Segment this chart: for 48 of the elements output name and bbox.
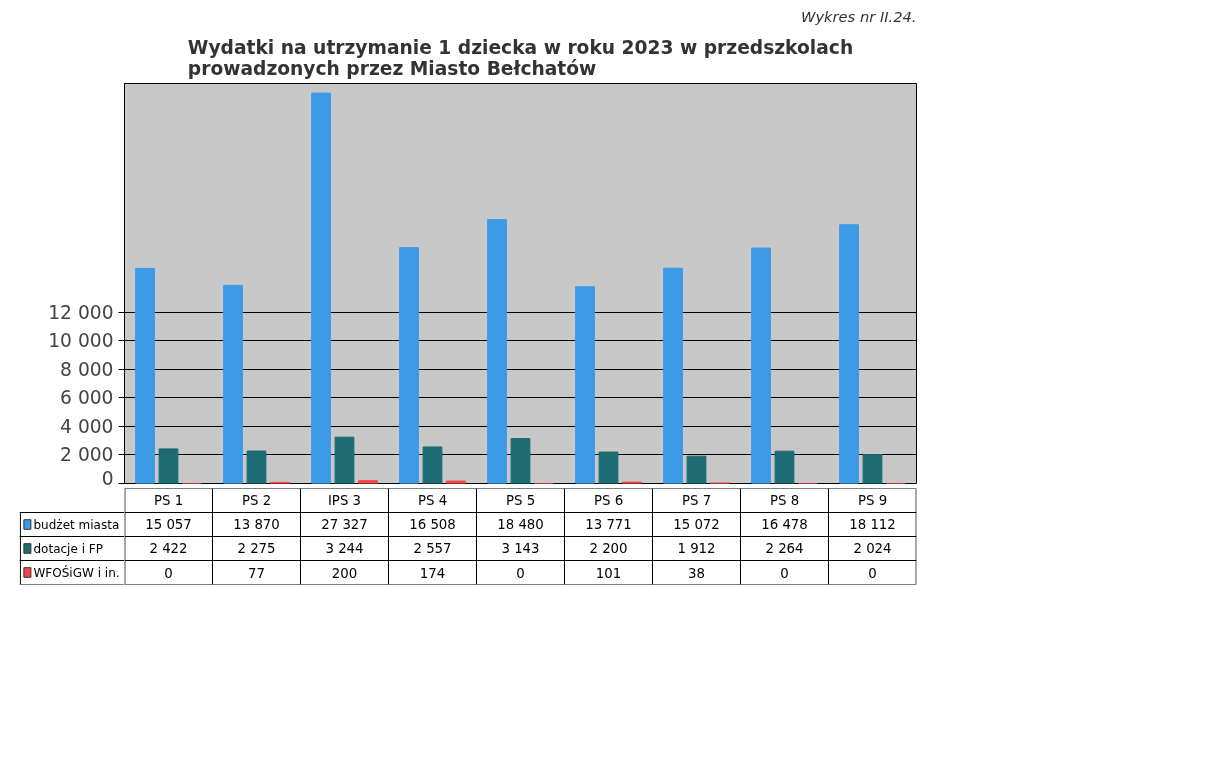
text: Wykres nr II.24.: [800, 7, 917, 25]
data-label: 101: [595, 565, 622, 581]
data-label: 0: [516, 565, 525, 581]
x-tick-label: PS 6: [593, 493, 624, 508]
legend-label: dotacje i FP: [33, 541, 103, 556]
data-label: 15 072: [673, 517, 720, 532]
y-tick-label: 10 000: [48, 330, 114, 352]
data-label: 2 275: [237, 541, 276, 556]
data-label: 200: [331, 565, 358, 581]
x-tick-label: PS 5: [505, 493, 536, 508]
chart-title: Wydatki na utrzymanie 1 dziecka w roku 2023 w przedszkolach prowadzonych przez Miasto Bełchatów: [187, 36, 854, 79]
data-label: 1 912: [677, 541, 716, 556]
data-label: 18 112: [849, 517, 896, 532]
y-tick-label: 12 000: [48, 301, 114, 323]
data-label: 18 480: [497, 517, 544, 532]
y-tick-label: 4 000: [60, 415, 114, 437]
x-tick-label: PS 1: [153, 493, 184, 508]
data-label: 15 057: [145, 517, 192, 532]
x-tick-label: PS 8: [769, 493, 800, 508]
x-tick-label: PS 9: [857, 493, 888, 508]
data-label: 2 200: [589, 541, 628, 556]
data-label: 3 143: [501, 541, 540, 556]
x-tick-label: PS 4: [417, 493, 448, 508]
data-label: 0: [780, 565, 789, 581]
data-label: 174: [419, 565, 446, 581]
data-label: 27 327: [321, 517, 368, 532]
legend-label: budżet miasta: [33, 517, 120, 532]
data-label: 3 244: [325, 541, 364, 556]
data-label: 13 870: [233, 517, 280, 532]
x-tick-label: PS 2: [241, 493, 272, 508]
data-label: 16 478: [761, 517, 808, 532]
data-label: 16 508: [409, 517, 456, 532]
data-label: 2 422: [149, 541, 188, 556]
data-label: 0: [868, 565, 877, 581]
data-label: 2 264: [765, 541, 804, 556]
x-tick-label: IPS 3: [327, 493, 362, 508]
data-label: 0: [164, 565, 173, 581]
data-label: 2 024: [853, 541, 892, 556]
data-label: 38: [688, 565, 705, 581]
x-tick-label: PS 7: [681, 493, 712, 508]
data-label: 2 557: [413, 541, 452, 556]
data-label: 13 771: [585, 517, 632, 532]
legend-label: WFOŚiGW i in.: [33, 564, 120, 580]
data-label: 77: [248, 565, 265, 581]
y-tick-label: 8 000: [60, 358, 114, 380]
y-tick-label: 0: [101, 467, 114, 489]
y-tick-label: 2 000: [60, 444, 114, 466]
y-tick-label: 6 000: [60, 387, 114, 409]
